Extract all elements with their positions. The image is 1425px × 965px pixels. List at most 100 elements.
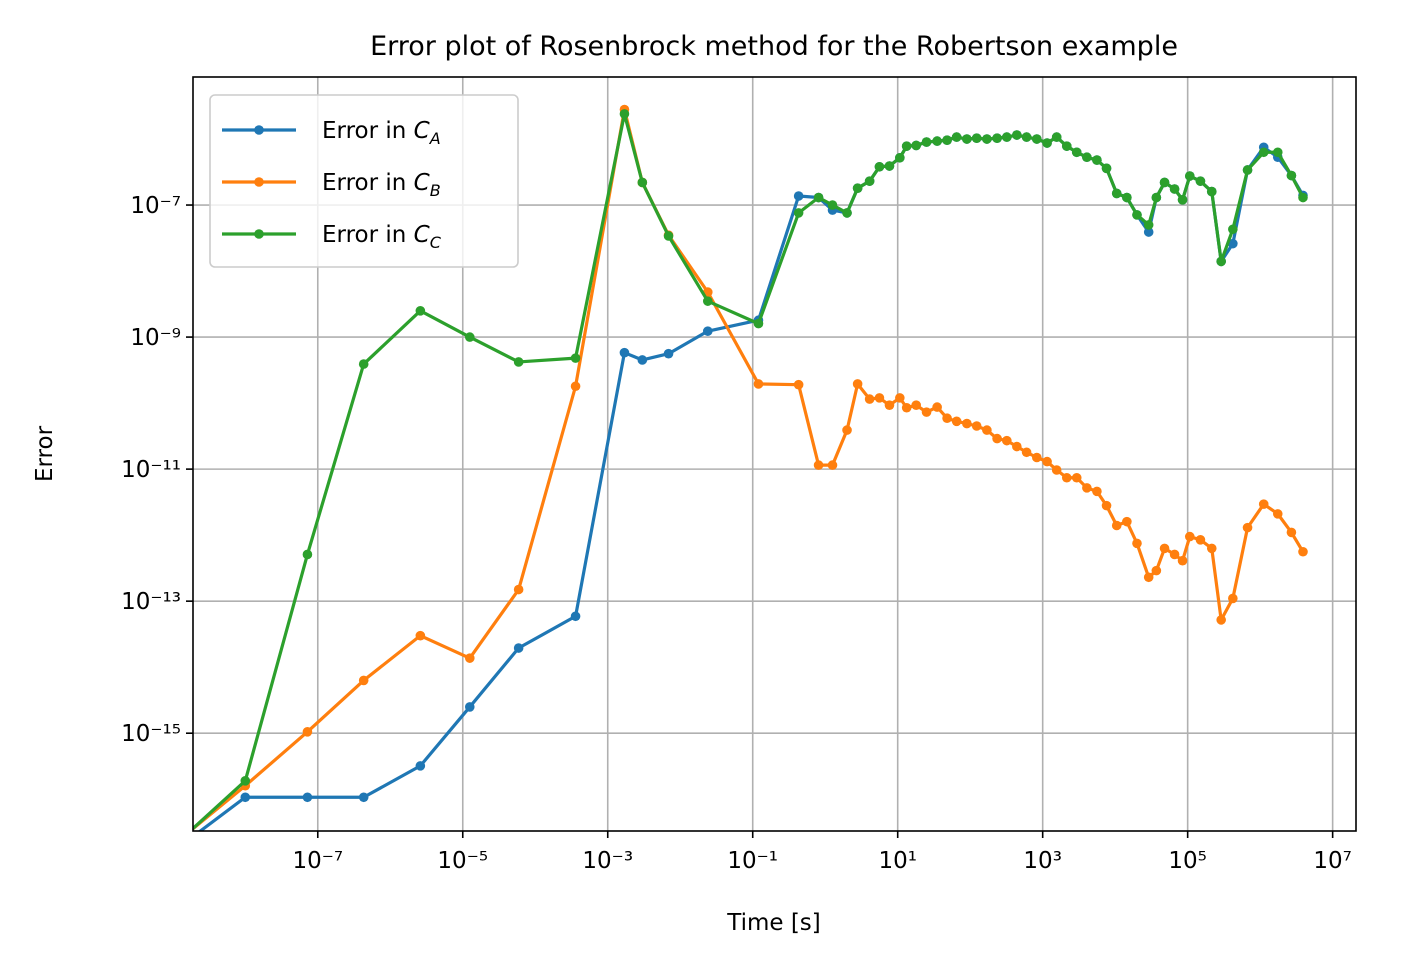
data-point [753,379,764,389]
data-point [951,132,962,142]
data-point [992,133,1002,143]
data-point [702,326,713,336]
data-point [637,177,648,188]
data-point [753,318,764,329]
data-point [1184,531,1195,542]
data-point [240,776,251,786]
legend-marker [254,125,264,135]
data-point [921,137,932,147]
y-tick-label: 10⁻⁷ [130,193,181,219]
data-point [895,152,905,163]
data-point [1216,615,1226,625]
data-point [1042,138,1052,148]
data-point [358,792,369,803]
data-point [864,176,875,186]
data-point [1101,163,1112,174]
x-tick-label: 10⁵ [1168,848,1207,874]
data-point [1122,192,1132,203]
data-point [619,347,630,358]
data-point [415,630,426,641]
data-point [1061,141,1072,151]
data-point [1111,520,1122,531]
data-point [895,393,905,403]
legend: Error in CA Error in CB Error in CC [209,94,519,268]
data-point [921,407,932,417]
data-point [1132,538,1142,549]
data-point [415,761,426,771]
data-point [1061,472,1072,483]
data-point [827,460,838,470]
y-tick-label: 10⁻¹¹ [121,457,181,483]
y-tick-label: 10⁻¹⁵ [121,721,181,747]
data-point [1272,147,1283,158]
y-tick-label: 10⁻⁹ [130,325,181,351]
data-point [570,353,581,363]
data-point [971,421,982,431]
data-point [1051,132,1062,142]
data-point [513,643,524,653]
data-point [1111,188,1122,199]
data-point [852,183,863,193]
legend-label: Error in CB [322,170,441,200]
data-point [1012,130,1022,140]
data-point [619,109,630,119]
data-point [1169,184,1180,194]
y-axis-label: Error [32,425,58,482]
data-point [982,134,992,144]
data-point [932,402,942,412]
data-point [884,400,895,410]
data-point [1242,522,1253,533]
x-tick-label: 10⁻⁵ [437,848,488,874]
data-point [1002,435,1012,446]
data-point [570,611,581,622]
data-point [1071,147,1082,158]
data-point [1242,165,1253,175]
data-point [864,394,875,404]
data-point [1206,186,1217,197]
data-point [1151,565,1162,576]
data-point [1092,486,1102,497]
y-tick-label: 10⁻¹³ [121,589,181,615]
data-point [827,200,838,210]
data-point [813,192,824,203]
data-point [464,702,475,712]
data-point [1195,176,1206,186]
data-point [1195,534,1206,545]
data-point [1012,441,1022,452]
data-point [1021,132,1032,142]
data-point [962,418,972,429]
data-point [1206,543,1217,554]
data-point [813,460,824,470]
data-point [1051,465,1062,475]
data-point [793,191,804,201]
data-point [1298,192,1308,203]
data-point [637,355,648,365]
data-point [793,208,804,218]
data-point [951,416,962,427]
data-point [884,161,895,171]
data-point [1071,472,1082,483]
data-point [663,348,674,359]
data-point [1159,177,1170,188]
data-point [358,359,369,369]
data-point [842,425,852,435]
x-tick-label: 10¹ [878,848,917,874]
data-point [513,357,524,367]
data-point [1032,134,1042,144]
data-point [415,306,426,316]
axes-frame [192,76,1357,832]
data-point [1159,543,1170,554]
legend-marker [254,229,264,239]
data-point [1298,546,1308,557]
data-point [1258,147,1269,158]
data-point [302,792,313,803]
data-point [1258,499,1269,509]
data-point [1122,516,1132,527]
data-point [1216,256,1226,267]
data-point [1143,220,1154,230]
legend-label: Error in CA [322,118,441,148]
data-point [1042,456,1052,467]
data-point [911,140,922,151]
data-point [513,584,524,595]
data-point [874,393,885,403]
